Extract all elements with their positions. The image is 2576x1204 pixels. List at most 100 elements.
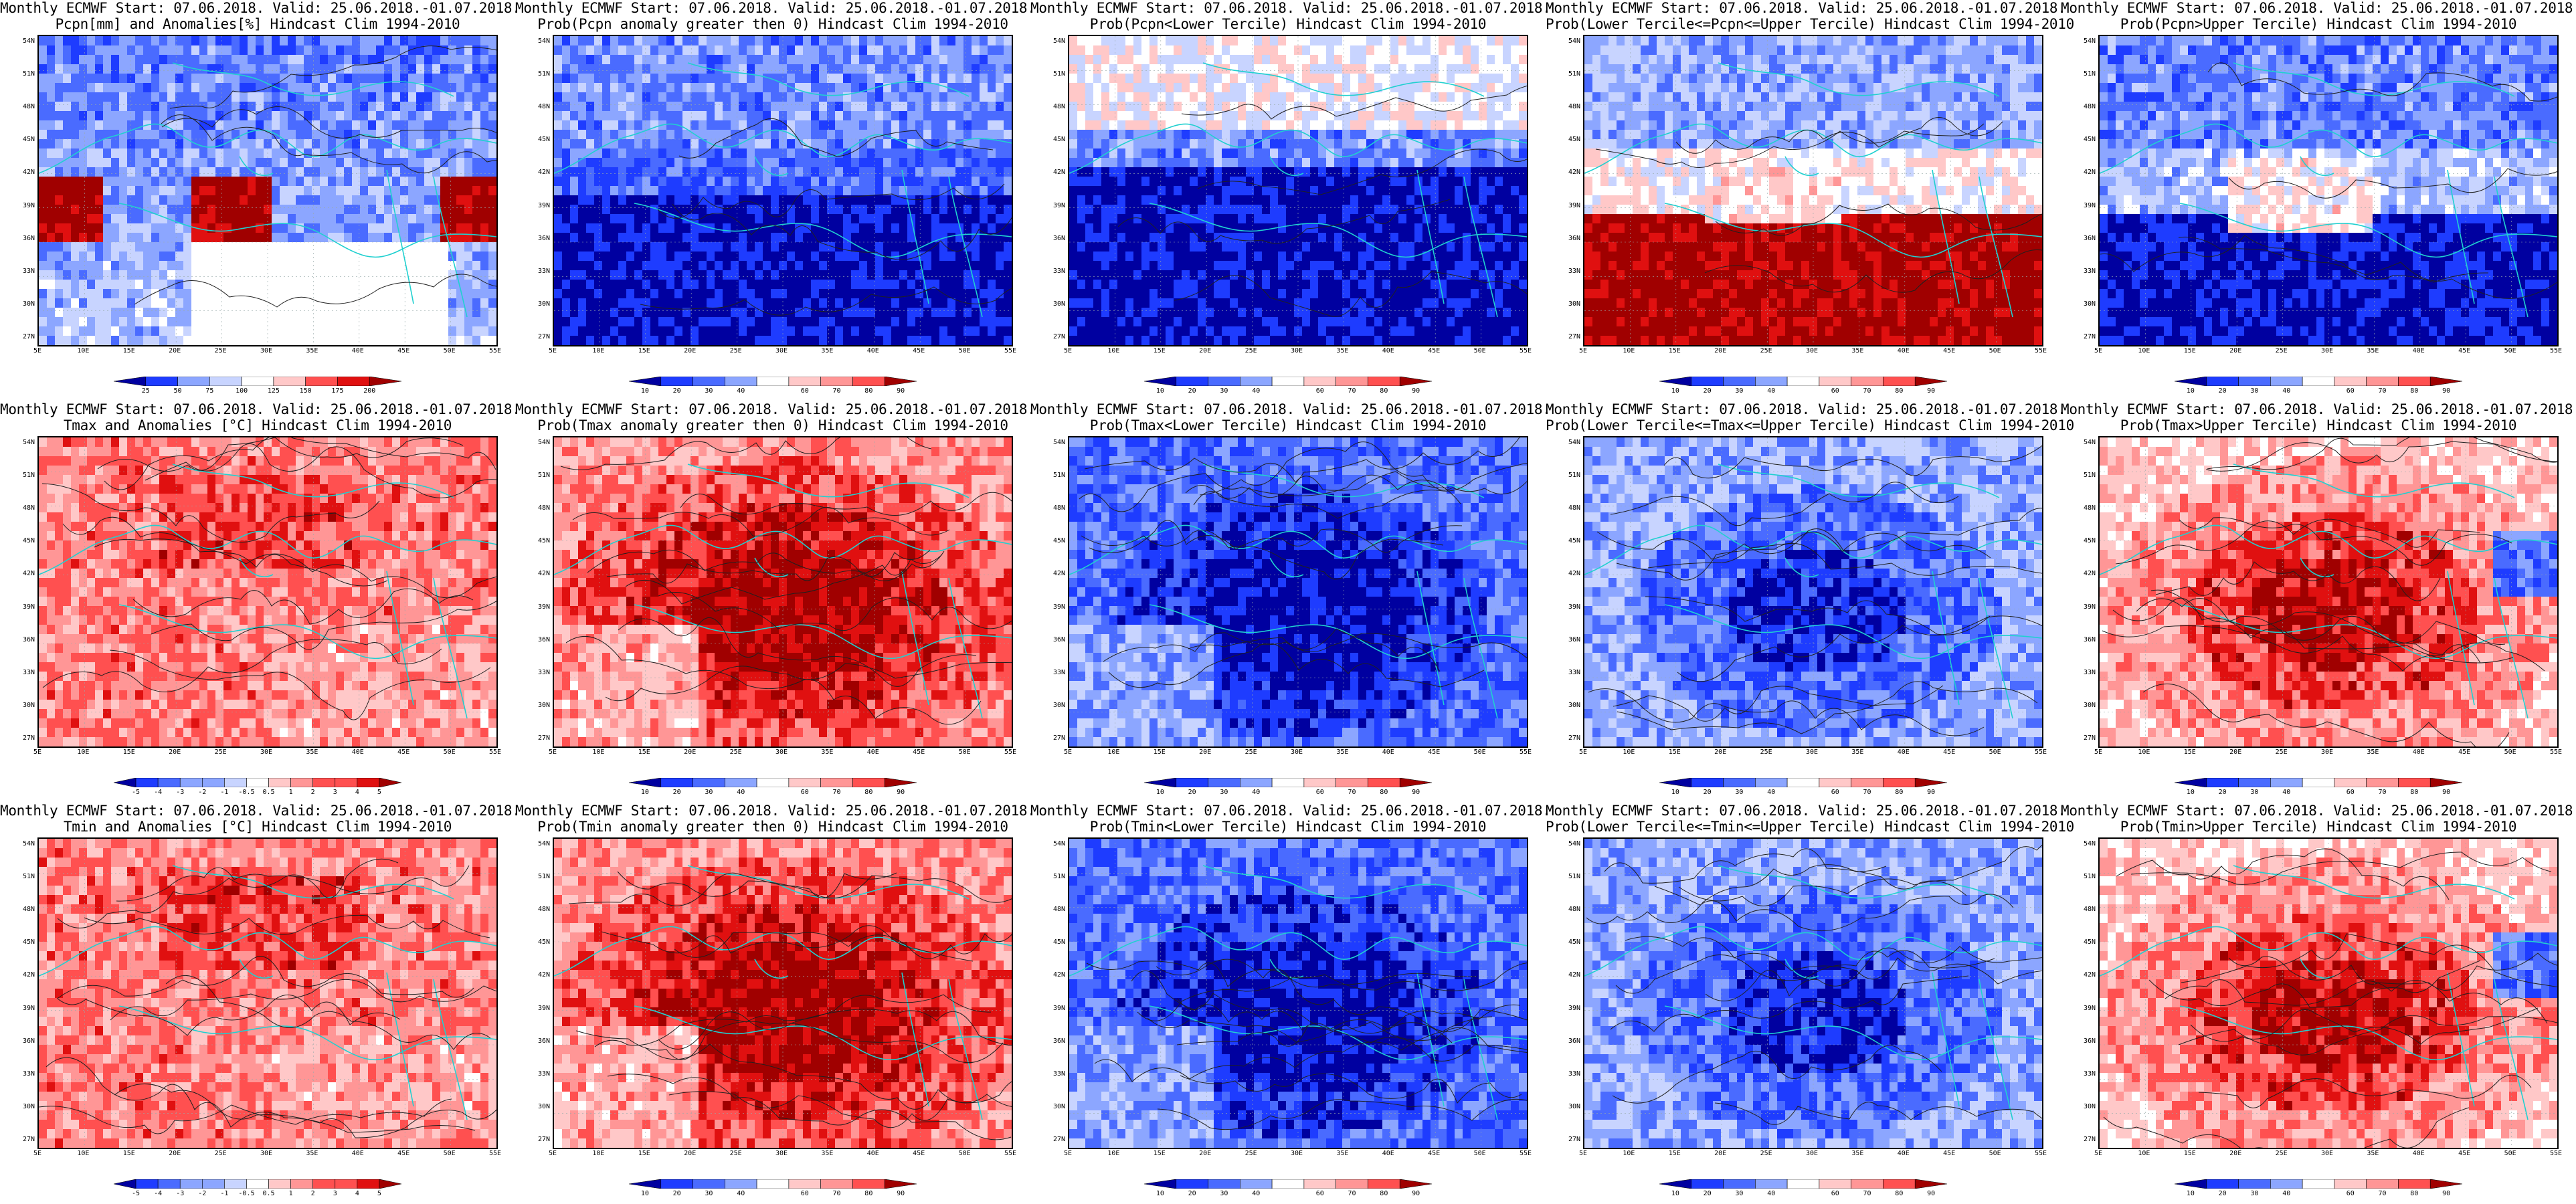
panel-title-line2: Prob(Tmin<Lower Tercile) Hindcast Clim 1… (1030, 819, 1546, 835)
lat-tick-label: 54N (2082, 439, 2096, 446)
lat-tick-label: 54N (1567, 840, 1580, 847)
panel-title-line1: Monthly ECMWF Start: 07.06.2018. Valid: … (1030, 401, 1551, 417)
panel-title-line1: Monthly ECMWF Start: 07.06.2018. Valid: … (2061, 803, 2576, 819)
lon-tick-label: 20E (680, 347, 700, 355)
lon-tick-label: 55E (1000, 347, 1020, 355)
lat-tick-label: 51N (537, 70, 550, 78)
colorbar-tick-label: 70 (1857, 789, 1877, 796)
lat-tick-label: 51N (1567, 873, 1580, 880)
lon-tick-label: 45E (393, 347, 413, 355)
lat-tick-label: 42N (1567, 971, 1580, 979)
map-area (553, 35, 1013, 346)
colorbar-tick-label: -5 (126, 789, 146, 796)
colorbar-tick-label: 40 (2276, 1190, 2296, 1197)
colorbar-tick-label: 10 (2181, 387, 2201, 395)
lat-tick-label: 51N (21, 70, 35, 78)
lat-tick-label: 39N (1567, 1005, 1580, 1012)
colorbar-tick-label: 4 (347, 789, 367, 796)
lon-tick-label: 25E (211, 1150, 231, 1157)
map-field (554, 839, 1012, 1148)
lon-tick-label: 20E (1710, 1150, 1730, 1157)
colorbar-tick-label: -1 (214, 789, 234, 796)
lon-tick-label: 40E (1894, 748, 1914, 756)
lon-tick-label: 50E (1470, 748, 1490, 756)
lon-tick-label: 35E (1332, 748, 1352, 756)
lon-tick-label: 10E (1619, 347, 1639, 355)
lon-tick-label: 55E (2546, 1150, 2566, 1157)
lat-tick-label: 36N (537, 636, 550, 643)
lat-tick-label: 30N (2082, 702, 2096, 709)
colorbar-tick-label: 30 (1214, 789, 1234, 796)
lon-tick-label: 5E (1573, 347, 1593, 355)
lat-tick-label: 51N (1052, 472, 1065, 479)
colorbar-tick-label: 10 (1150, 789, 1170, 796)
lon-tick-label: 50E (1985, 748, 2005, 756)
lon-tick-label: 25E (1756, 1150, 1776, 1157)
lat-tick-label: 42N (1052, 971, 1065, 979)
map-area (553, 436, 1013, 748)
map-panel-r1c0: Monthly ECMWF Start: 07.06.2018. Valid: … (0, 401, 521, 803)
lon-tick-label: 5E (1058, 748, 1078, 756)
panel-title-line2: Prob(Lower Tercile<=Pcpn<=Upper Tercile)… (1546, 16, 2074, 32)
lat-tick-label: 30N (537, 300, 550, 308)
lat-tick-label: 51N (21, 873, 35, 880)
colorbar-tick-label: 60 (1825, 1190, 1845, 1197)
colorbar-tick-label: -1 (214, 1190, 234, 1197)
lon-tick-label: 30E (1287, 1150, 1307, 1157)
panel-title-line1: Monthly ECMWF Start: 07.06.2018. Valid: … (0, 401, 521, 417)
lon-tick-label: 25E (726, 1150, 746, 1157)
lon-tick-label: 5E (1058, 1150, 1078, 1157)
lat-tick-label: 42N (21, 971, 35, 979)
lon-tick-label: 50E (955, 748, 975, 756)
map-panel-r1c1: Monthly ECMWF Start: 07.06.2018. Valid: … (515, 401, 1036, 803)
colorbar-tick-label: 0.5 (259, 1190, 279, 1197)
colorbar-tick-label: -3 (170, 1190, 190, 1197)
panel-title-line1: Monthly ECMWF Start: 07.06.2018. Valid: … (1546, 401, 2066, 417)
lon-tick-label: 15E (1149, 347, 1170, 355)
lat-tick-label: 42N (537, 570, 550, 577)
colorbar-tick-label: -4 (148, 789, 168, 796)
lon-tick-label: 50E (440, 347, 460, 355)
lon-tick-label: 45E (1939, 1150, 1959, 1157)
lon-tick-label: 50E (2500, 748, 2520, 756)
colorbar-tick-label: 30 (1214, 1190, 1234, 1197)
colorbar-tick-label: 30 (1729, 387, 1749, 395)
lat-tick-label: 45N (537, 938, 550, 946)
colorbar-tick-label: 90 (891, 387, 911, 395)
lon-tick-label: 20E (1195, 1150, 1215, 1157)
colorbar-tick-label: 40 (1246, 789, 1266, 796)
lat-tick-label: 39N (2082, 1005, 2096, 1012)
lat-tick-label: 48N (2082, 103, 2096, 110)
colorbar-tick-label: -3 (170, 789, 190, 796)
map-panel-r2c0: Monthly ECMWF Start: 07.06.2018. Valid: … (0, 803, 521, 1204)
lon-tick-label: 5E (27, 748, 48, 756)
lon-tick-label: 5E (2088, 748, 2108, 756)
lon-tick-label: 40E (1378, 347, 1398, 355)
colorbar-tick-label: 60 (1310, 387, 1330, 395)
map-area (1068, 35, 1528, 346)
lat-tick-label: 42N (2082, 570, 2096, 577)
map-area (1583, 837, 2043, 1149)
colorbar-tick-label: 30 (2244, 789, 2264, 796)
lat-tick-label: 54N (537, 37, 550, 45)
lat-tick-label: 48N (537, 906, 550, 913)
lon-tick-label: 55E (1515, 748, 1536, 756)
colorbar-tick-label: 80 (858, 1190, 879, 1197)
lat-tick-label: 54N (21, 840, 35, 847)
colorbar-tick-label: 3 (325, 789, 345, 796)
lon-tick-label: 10E (73, 347, 93, 355)
colorbar-tick-label: 30 (2244, 387, 2264, 395)
lat-tick-label: 42N (1052, 169, 1065, 176)
colorbar-tick-label: 80 (1889, 1190, 1909, 1197)
colorbar-tick-label: 150 (296, 387, 316, 395)
lon-tick-label: 55E (2031, 1150, 2051, 1157)
colorbar-tick-label: 10 (1665, 387, 1685, 395)
colorbar-tick-label: -5 (126, 1190, 146, 1197)
map-panel-r2c1: Monthly ECMWF Start: 07.06.2018. Valid: … (515, 803, 1036, 1204)
map-field (1584, 437, 2042, 746)
colorbar-tick-label: 90 (1921, 789, 1941, 796)
lat-tick-label: 30N (537, 1103, 550, 1110)
lon-tick-label: 10E (73, 1150, 93, 1157)
lon-tick-label: 15E (1149, 748, 1170, 756)
lon-tick-label: 15E (1149, 1150, 1170, 1157)
